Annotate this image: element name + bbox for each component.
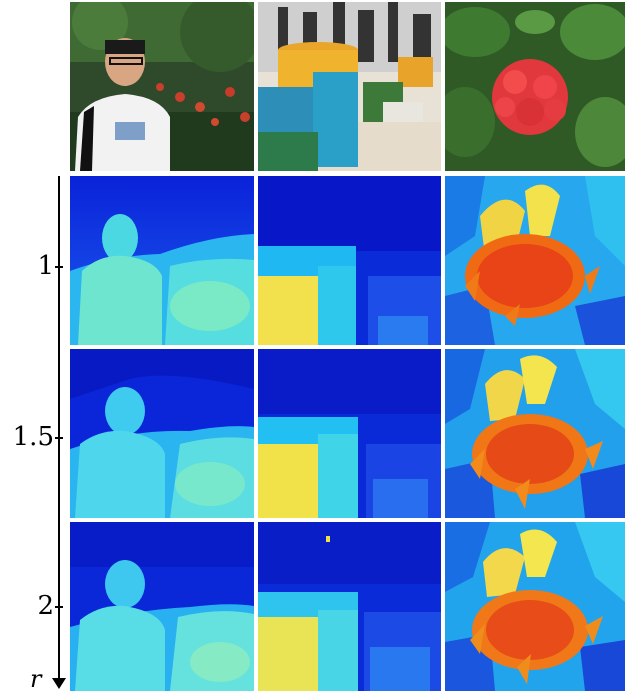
depth-tires-r1 (258, 176, 441, 345)
r-axis-line (58, 176, 60, 680)
tick-1 (55, 266, 63, 268)
tick-label-2: 2 (37, 591, 54, 621)
depth-tires-r2 (258, 522, 441, 691)
depth-flower-r1 (445, 176, 625, 345)
axis-title-r: r (30, 665, 42, 693)
photo-person (70, 2, 254, 171)
depth-flower-r1-5 (445, 349, 625, 518)
tick-1-5 (55, 437, 63, 439)
depth-person-r2 (70, 522, 254, 691)
depth-tires-r1-5 (258, 349, 441, 518)
tick-label-1-5: 1.5 (12, 422, 54, 452)
photo-tires (258, 2, 441, 171)
depth-flower-r2 (445, 522, 625, 691)
depth-person-r1-5 (70, 349, 254, 518)
photo-flower (445, 2, 625, 171)
tick-2 (55, 606, 63, 608)
tick-label-1: 1 (37, 251, 54, 281)
r-axis-arrow-icon (52, 678, 66, 689)
depth-person-r1 (70, 176, 254, 345)
